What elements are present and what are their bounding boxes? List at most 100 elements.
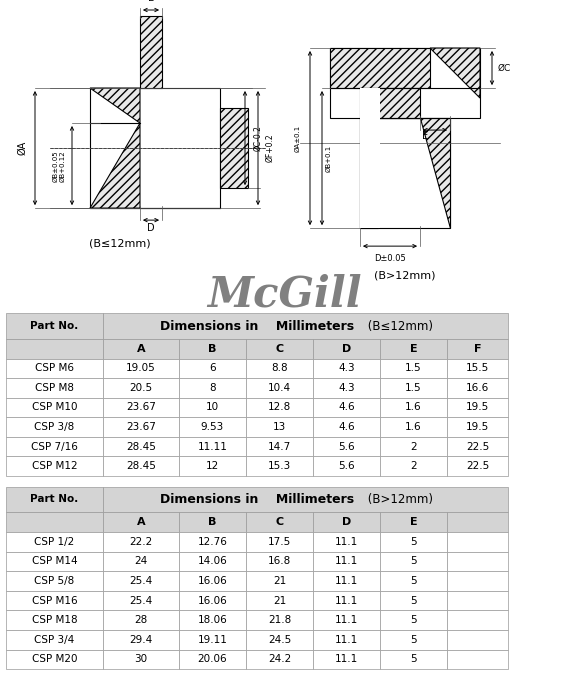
Text: 22.5: 22.5: [466, 441, 489, 452]
Bar: [6, 487, 103, 513]
Text: ØA: ØA: [17, 141, 27, 155]
Text: 21: 21: [273, 595, 286, 605]
Text: CSP 1/2: CSP 1/2: [34, 537, 75, 546]
Bar: [90, 88, 220, 208]
Text: 8: 8: [209, 383, 215, 393]
Bar: [179, 378, 246, 398]
Text: C: C: [275, 517, 283, 527]
Bar: [447, 456, 508, 476]
Text: 20.5: 20.5: [129, 383, 153, 393]
Bar: [179, 513, 246, 532]
Bar: [380, 359, 447, 378]
Bar: [447, 532, 508, 551]
Text: 24.2: 24.2: [268, 654, 291, 664]
Bar: [380, 532, 447, 551]
Bar: [179, 339, 246, 359]
Text: CSP M16: CSP M16: [32, 595, 78, 605]
Bar: [246, 571, 313, 591]
Text: 16.06: 16.06: [198, 576, 227, 586]
Text: 4.6: 4.6: [338, 403, 355, 412]
Text: E: E: [148, 0, 154, 3]
Bar: [313, 532, 380, 551]
Text: 5.6: 5.6: [338, 461, 355, 471]
Bar: [103, 630, 179, 650]
Bar: [140, 16, 162, 88]
Text: 6: 6: [209, 363, 215, 374]
Text: 11.1: 11.1: [335, 595, 358, 605]
Text: ØC-0.2: ØC-0.2: [253, 125, 262, 151]
Bar: [447, 591, 508, 610]
Text: Dimensions in    Millimeters: Dimensions in Millimeters: [160, 320, 355, 333]
Text: 4.3: 4.3: [338, 383, 355, 393]
Text: McGill: McGill: [207, 274, 363, 316]
Bar: [103, 359, 179, 378]
Text: 21: 21: [273, 576, 286, 586]
Text: 14.7: 14.7: [268, 441, 291, 452]
Bar: [380, 551, 447, 571]
Bar: [179, 437, 246, 456]
Text: 11.1: 11.1: [335, 615, 358, 625]
Bar: [103, 339, 179, 359]
Bar: [103, 378, 179, 398]
Bar: [179, 551, 246, 571]
Text: 15.3: 15.3: [268, 461, 291, 471]
Text: 12.76: 12.76: [197, 537, 227, 546]
Text: 22.5: 22.5: [466, 461, 489, 471]
Bar: [447, 610, 508, 630]
Bar: [246, 551, 313, 571]
Bar: [6, 650, 103, 669]
Bar: [380, 398, 447, 417]
Bar: [6, 359, 103, 378]
Text: D: D: [342, 517, 351, 527]
Bar: [313, 417, 380, 437]
Text: 28.45: 28.45: [126, 461, 156, 471]
Text: 24: 24: [135, 557, 148, 566]
Text: 4.6: 4.6: [338, 422, 355, 432]
Text: 19.05: 19.05: [127, 363, 156, 374]
Bar: [246, 630, 313, 650]
Bar: [6, 456, 103, 476]
Bar: [6, 398, 103, 417]
Text: 2: 2: [410, 461, 417, 471]
Text: 11.1: 11.1: [335, 537, 358, 546]
Bar: [179, 610, 246, 630]
Text: ØB+0.1: ØB+0.1: [326, 144, 332, 172]
Bar: [246, 437, 313, 456]
Bar: [246, 339, 313, 359]
Bar: [313, 378, 380, 398]
Text: 12.8: 12.8: [268, 403, 291, 412]
Text: CSP 7/16: CSP 7/16: [31, 441, 78, 452]
Bar: [313, 398, 380, 417]
Text: 18.06: 18.06: [198, 615, 227, 625]
Bar: [179, 630, 246, 650]
Text: CSP M14: CSP M14: [32, 557, 78, 566]
Bar: [447, 650, 508, 669]
Text: 1.6: 1.6: [405, 422, 422, 432]
Text: 11.1: 11.1: [335, 576, 358, 586]
Bar: [447, 378, 508, 398]
Bar: [380, 437, 447, 456]
Text: (B>12mm): (B>12mm): [364, 493, 433, 506]
Text: CSP 3/8: CSP 3/8: [34, 422, 75, 432]
Text: 2: 2: [410, 441, 417, 452]
Bar: [360, 88, 420, 118]
Bar: [179, 417, 246, 437]
Bar: [380, 591, 447, 610]
Bar: [246, 532, 313, 551]
Bar: [246, 513, 313, 532]
Bar: [103, 591, 179, 610]
Text: 19.11: 19.11: [197, 635, 227, 645]
Bar: [313, 610, 380, 630]
Bar: [313, 571, 380, 591]
Text: D: D: [147, 223, 155, 233]
Bar: [6, 532, 103, 551]
Text: 11.1: 11.1: [335, 557, 358, 566]
Text: 16.6: 16.6: [466, 383, 489, 393]
Text: CSP M6: CSP M6: [35, 363, 74, 374]
Text: 10.4: 10.4: [268, 383, 291, 393]
Bar: [447, 630, 508, 650]
Bar: [220, 108, 248, 188]
Text: 5: 5: [410, 537, 417, 546]
Bar: [447, 339, 508, 359]
Text: B: B: [208, 517, 217, 527]
